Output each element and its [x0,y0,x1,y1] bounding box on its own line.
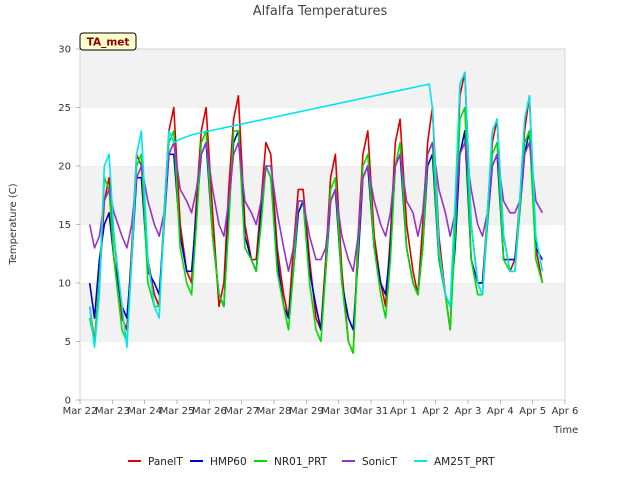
y-tick-label: 25 [58,103,71,114]
y-tick-label: 10 [58,279,71,290]
station-badge: TA_met [79,32,137,51]
y-axis-label: Temperature (C) [8,183,19,265]
chart-title: Alfalfa Temperatures [253,4,388,19]
grid-band [80,166,565,225]
y-tick-label: 20 [58,162,71,173]
x-tick-label: Mar 24 [127,406,162,417]
x-tick-label: Apr 5 [519,406,546,417]
x-tick-label: Mar 25 [160,406,195,417]
y-axis-ticks: 0 5 10 15 20 25 30 [58,45,80,407]
legend-label: SonicT [362,456,397,468]
x-tick-label: Apr 2 [422,406,449,417]
legend-label: PanelT [148,456,183,468]
grid-bands [80,48,565,400]
station-badge-label: TA_met [87,37,130,49]
x-tick-label: Apr 4 [487,406,514,417]
x-tick-label: Mar 22 [63,406,98,417]
x-tick-label: Apr 3 [455,406,482,417]
grid-band [80,107,565,166]
x-tick-label: Mar 27 [224,406,259,417]
legend-label: AM25T_PRT [434,456,495,468]
x-tick-label: Mar 29 [289,406,324,417]
series-line-am25t-prt [88,71,544,349]
y-tick-label: 15 [58,220,71,231]
legend-label: HMP60 [210,456,247,468]
x-tick-label: Mar 30 [321,406,356,417]
legend-label: NR01_PRT [274,456,328,468]
grid-band [80,341,565,400]
y-tick-label: 30 [58,45,71,56]
x-tick-label: Apr 1 [390,406,417,417]
legend: PanelT HMP60 NR01_PRT SonicT AM25T_PRT [128,456,495,468]
y-tick-label: 5 [65,337,71,348]
x-tick-label: Mar 31 [354,406,389,417]
grid-band [80,49,565,108]
y-tick-label: 0 [65,396,71,407]
x-tick-label: Mar 28 [257,406,292,417]
x-tick-label: Mar 26 [192,406,227,417]
x-tick-label: Mar 23 [95,406,130,417]
plot-lines [88,71,544,355]
x-tick-label: Apr 6 [552,406,579,417]
x-axis-label: Time [553,425,578,436]
